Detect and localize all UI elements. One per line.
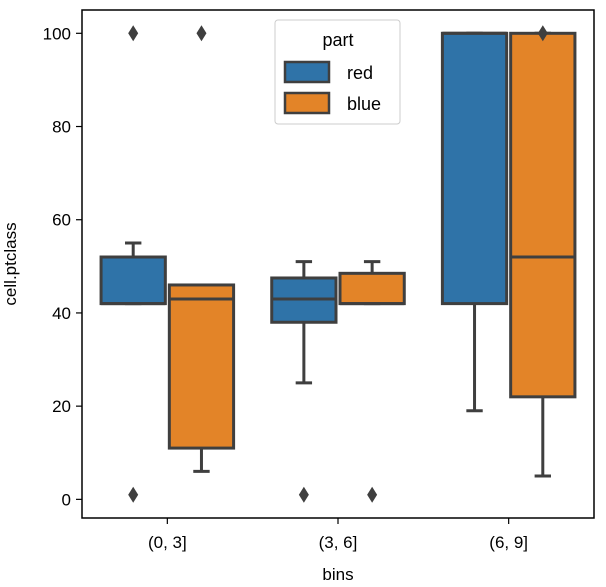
x-axis: (0, 3] (3, 6] (6, 9]	[148, 518, 528, 552]
x-tick-label-2: (6, 9]	[489, 533, 528, 552]
legend-swatch-blue	[283, 91, 331, 115]
y-tick-label-60: 60	[52, 211, 71, 230]
box-blue-1	[338, 271, 406, 306]
legend-swatch-red	[283, 60, 331, 84]
box-blue-0	[167, 283, 236, 450]
outlier-marker-blue-0-0	[196, 25, 207, 42]
outlier-marker-blue-1-0	[367, 486, 378, 503]
y-tick-label-100: 100	[43, 24, 71, 43]
outlier-marker-red-0-1	[128, 486, 139, 503]
y-tick-label-0: 0	[62, 490, 71, 509]
outlier-marker-red-0-0	[128, 25, 139, 42]
x-axis-label: bins	[322, 565, 353, 584]
x-tick-label-1: (3, 6]	[319, 533, 358, 552]
box-blue-2	[509, 31, 577, 399]
y-axis: 0 20 40 60 80 100	[43, 24, 82, 509]
y-tick-label-40: 40	[52, 304, 71, 323]
outlier-marker-blue-2-0	[537, 25, 548, 42]
y-tick-label-80: 80	[52, 118, 71, 137]
legend-label-red: red	[347, 63, 373, 83]
legend-label-blue: blue	[347, 94, 381, 114]
y-axis-label: cell.ptclass	[1, 222, 20, 305]
x-tick-label-0: (0, 3]	[148, 533, 187, 552]
box-red-0	[99, 255, 167, 306]
legend: part red blue	[274, 19, 401, 125]
y-tick-label-20: 20	[52, 397, 71, 416]
outlier-marker-red-1-0	[298, 486, 309, 503]
legend-title: part	[322, 30, 353, 50]
box-red-2	[440, 31, 509, 306]
